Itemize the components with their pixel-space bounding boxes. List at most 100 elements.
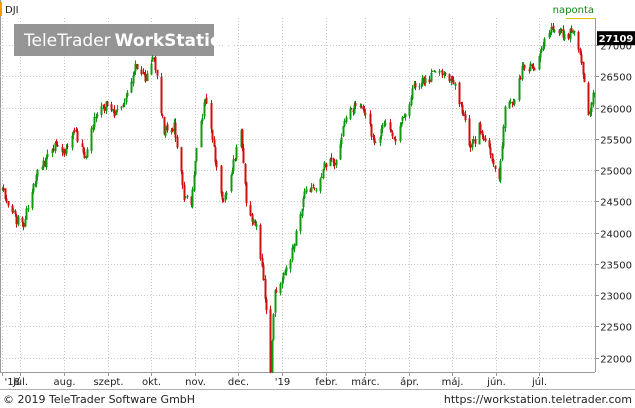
candle-body-up [235, 146, 238, 160]
candle-body-down [156, 69, 159, 76]
candle-body-up [589, 111, 592, 114]
price-tick-label: 26000 [600, 105, 632, 116]
watermark: TeleTrader WorkStation [14, 24, 234, 56]
candle-body-up [295, 230, 298, 246]
candle-body-down [313, 187, 316, 189]
candle-body-up [279, 283, 282, 294]
candle-body-up [404, 114, 407, 118]
candle-body-up [115, 110, 118, 116]
candle-body-up [434, 71, 437, 73]
candle-body-up [72, 131, 75, 136]
candle-body-down [333, 162, 336, 166]
candle-body-down [362, 107, 365, 110]
candle-body-up [116, 108, 119, 110]
candle-body-up [100, 106, 103, 115]
candle-body-up [289, 260, 292, 270]
candle-body-up [232, 159, 235, 171]
candle-body-down [325, 163, 328, 168]
candle-body-down [52, 148, 55, 151]
candle-body-up [450, 79, 453, 83]
candle-body-up [272, 313, 275, 340]
candle-body-down [21, 217, 24, 223]
candle-body-down [214, 147, 217, 163]
candle-body-up [90, 128, 93, 151]
candle-body-down [275, 291, 278, 293]
candle-body-down [245, 182, 248, 204]
candle-body-up [146, 73, 149, 82]
candle-body-down [332, 161, 335, 163]
candle-body-up [302, 198, 305, 208]
candle-body-down [15, 215, 18, 225]
candle-body-up [559, 29, 562, 33]
candle-body-up [374, 142, 377, 144]
candle-body-up [186, 195, 189, 198]
candle-body-up [339, 144, 342, 160]
frequency-label[interactable]: naponta [553, 5, 594, 16]
candle-body-up [51, 149, 54, 154]
footer-url-link[interactable]: https://workstation.teletrader.com [444, 393, 632, 406]
candle-body-up [418, 86, 421, 88]
candle-body-up [310, 186, 313, 192]
candle-body-up [411, 88, 414, 99]
candle-body-up [17, 216, 20, 225]
candle-body-up [592, 92, 595, 105]
candle-body-down [82, 146, 85, 153]
candle-body-up [65, 147, 68, 154]
candle-body-up [41, 166, 44, 169]
last-value-box [597, 31, 635, 46]
candle-body-up [200, 121, 203, 148]
candle-body-down [244, 164, 247, 184]
candle-body-up [572, 30, 575, 34]
candle-body-down [579, 49, 582, 55]
symbol-label[interactable]: DJI [5, 5, 19, 16]
candle-body-down [110, 104, 113, 111]
candle-body-up [96, 114, 99, 116]
candle-body-down [552, 25, 555, 30]
candle-body-up [123, 102, 126, 105]
candle-body-down [414, 82, 417, 88]
candle-body-up [345, 117, 348, 122]
candle-body-up [379, 137, 382, 143]
candle-body-up [274, 289, 277, 313]
candle-body-down [81, 143, 84, 147]
candle-body-up [548, 33, 551, 38]
candle-body-up [499, 160, 502, 180]
candle-body-up [191, 189, 194, 207]
candle-body-down [160, 76, 163, 114]
price-tick-label: 24000 [600, 230, 632, 241]
candle-body-down [492, 159, 495, 165]
candle-body-down [61, 146, 64, 153]
candle-body-down [519, 78, 522, 80]
candle-body-down [562, 29, 565, 38]
candle-body-up [93, 116, 96, 127]
watermark-brand-bold: WorkStation [115, 31, 234, 51]
candle-body-up [353, 104, 356, 114]
candle-body-down [136, 64, 139, 69]
candle-body-down [73, 129, 76, 131]
candle-body-up [225, 192, 228, 196]
candle-body-down [482, 135, 485, 140]
candle-body-up [25, 208, 28, 220]
candle-body-down [221, 191, 224, 200]
candle-body-up [478, 123, 481, 145]
candle-body-down [484, 138, 487, 142]
candle-body-down [582, 61, 585, 75]
candle-body-down [533, 68, 536, 71]
candle-body-down [448, 74, 451, 81]
candle-body-down [161, 114, 164, 116]
candle-body-up [303, 191, 306, 198]
candle-body-down [489, 147, 492, 155]
candle-body-down [531, 64, 534, 67]
candle-body-down [83, 151, 86, 158]
candle-body-up [95, 116, 98, 118]
time-tick-label: '18 [5, 377, 20, 388]
candle-body-up [151, 56, 154, 62]
candle-body-up [150, 63, 153, 75]
candle-body-down [11, 205, 14, 213]
candle-body-down [481, 131, 484, 136]
candle-body-up [120, 106, 123, 108]
candle-body-down [4, 188, 7, 199]
candle-body-up [380, 128, 383, 136]
candle-body-down [461, 104, 464, 114]
